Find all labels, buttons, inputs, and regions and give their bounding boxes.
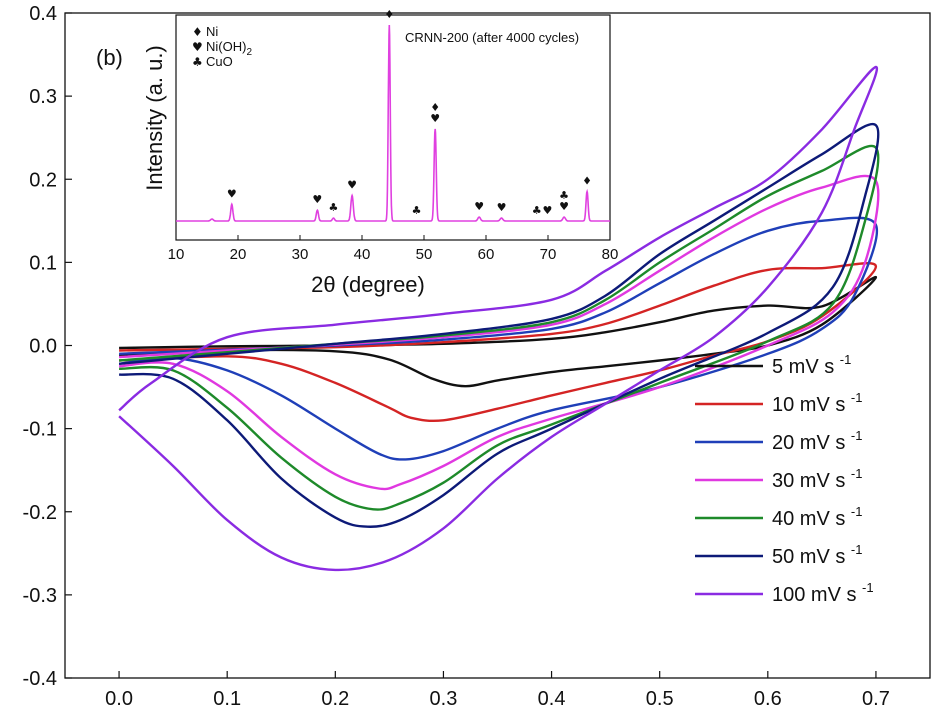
- inset-panel: 10 20 30 40 50 60 70 80 ♥ ♥♣♥♦♣♥♦♥ ♥ ♣ ♥ ♥♣♦ (b) CRN…: [96, 8, 618, 297]
- inset-peak-marker: ♥: [312, 193, 322, 206]
- inset-peak-marker: ♥: [430, 112, 440, 125]
- inset-x-tick-label: 80: [602, 246, 619, 263]
- inset-peak-marker: ♣: [532, 204, 542, 217]
- x-tick-label: 0.4: [538, 688, 566, 709]
- inset-x-tick-label: 40: [354, 246, 371, 263]
- y-tick-label: -0.2: [23, 502, 57, 524]
- y-tick-label: 0.1: [29, 252, 57, 274]
- legend-label: 5 mV s -1: [772, 352, 851, 378]
- inset-peak-marker: ♦: [430, 101, 440, 114]
- inset-x-tick-label: 60: [478, 246, 495, 263]
- main-series-group: [118, 65, 880, 572]
- inset-peak-marker: ♣: [559, 189, 569, 202]
- legend-label: 40 mV s -1: [772, 504, 862, 530]
- x-tick-label: 0.5: [646, 688, 674, 709]
- inset-legend-symbol: ♥: [192, 40, 203, 54]
- inset-peak-marker: ♥: [542, 204, 552, 217]
- inset-x-tick-label: 10: [168, 246, 185, 263]
- inset-legend-label: Ni(OH)2: [206, 39, 252, 58]
- y-tick-label: 0.2: [29, 169, 57, 191]
- x-tick-label: 0.2: [321, 688, 349, 709]
- inset-peak-marker: ♦: [582, 175, 592, 188]
- series-line-1: [119, 276, 878, 388]
- inset-legend-label: Ni: [206, 24, 218, 39]
- series-line-6: [118, 122, 880, 528]
- inset-x-axis-label: 2θ (degree): [311, 272, 425, 297]
- x-tick-label: 0.7: [862, 688, 890, 709]
- series-line-3: [118, 216, 879, 461]
- legend-label: 100 mV s -1: [772, 580, 874, 606]
- inset-title: CRNN-200 (after 4000 cycles): [405, 30, 579, 45]
- inset-legend: ♦ Ni♥ Ni(OH)2♣ CuO: [192, 24, 252, 69]
- inset-plot-frame: [175, 14, 611, 241]
- series-line-4: [119, 174, 880, 491]
- inset-series-group: [176, 24, 610, 222]
- legend: 5 mV s -1 10 mV s -1 20 mV s -1 30 mV s -1 4…: [695, 352, 874, 606]
- y-tick-label: -0.1: [23, 419, 57, 441]
- y-tick-label: 0.4: [29, 3, 57, 25]
- inset-peak-markers: ♥ ♥♣♥♦♣♥♦♥ ♥ ♣ ♥ ♥♣♦: [227, 8, 592, 217]
- inset-panel-label: (b): [96, 45, 123, 70]
- y-tick-label: -0.3: [23, 585, 57, 607]
- y-tick-label: 0.3: [29, 86, 57, 108]
- inset-legend-label: CuO: [206, 54, 233, 69]
- series-line-5: [119, 144, 880, 511]
- inset-peak-marker: ♥: [347, 179, 357, 192]
- inset-legend-symbol: ♣: [192, 55, 203, 69]
- legend-label: 20 mV s -1: [772, 428, 862, 454]
- inset-y-axis-label: Intensity (a. u.): [142, 45, 167, 191]
- x-tick-label: 0.3: [430, 688, 458, 709]
- y-tick-label: -0.4: [23, 668, 57, 690]
- inset-x-tick-label: 20: [230, 246, 247, 263]
- inset-background: [176, 15, 610, 240]
- legend-label: 50 mV s -1: [772, 542, 862, 568]
- series-line-2: [119, 262, 878, 423]
- main-axes-group: 0.0 0.1 0.2 0.3 0.4 0.5 0.6 0.7 -0.4 -0.3 -0.2 -0.1…: [23, 3, 890, 709]
- y-tick-label: 0.0: [29, 336, 57, 358]
- inset-legend-symbol: ♦: [192, 25, 203, 39]
- inset-peak-marker: ♥: [497, 201, 507, 214]
- inset-axes-group: 10 20 30 40 50 60 70 80: [168, 235, 619, 263]
- inset-peak-marker: ♣: [412, 204, 422, 217]
- inset-peak-marker: ♥: [227, 187, 237, 200]
- inset-x-tick-label: 30: [292, 246, 309, 263]
- inset-x-tick-label: 70: [540, 246, 557, 263]
- x-tick-label: 0.1: [213, 688, 241, 709]
- x-tick-label: 0.0: [105, 688, 133, 709]
- inset-peak-marker: ♣: [329, 201, 339, 214]
- inset-peak-marker: ♥: [474, 200, 484, 213]
- inset-peak-marker: ♥: [559, 200, 569, 213]
- legend-label: 30 mV s -1: [772, 466, 862, 492]
- series-line-7: [118, 65, 879, 572]
- inset-x-tick-label: 50: [416, 246, 433, 263]
- legend-label: 10 mV s -1: [772, 390, 862, 416]
- x-tick-label: 0.6: [754, 688, 782, 709]
- inset-peak-marker: ♦: [384, 8, 394, 21]
- inset-xrd-line: [176, 24, 610, 222]
